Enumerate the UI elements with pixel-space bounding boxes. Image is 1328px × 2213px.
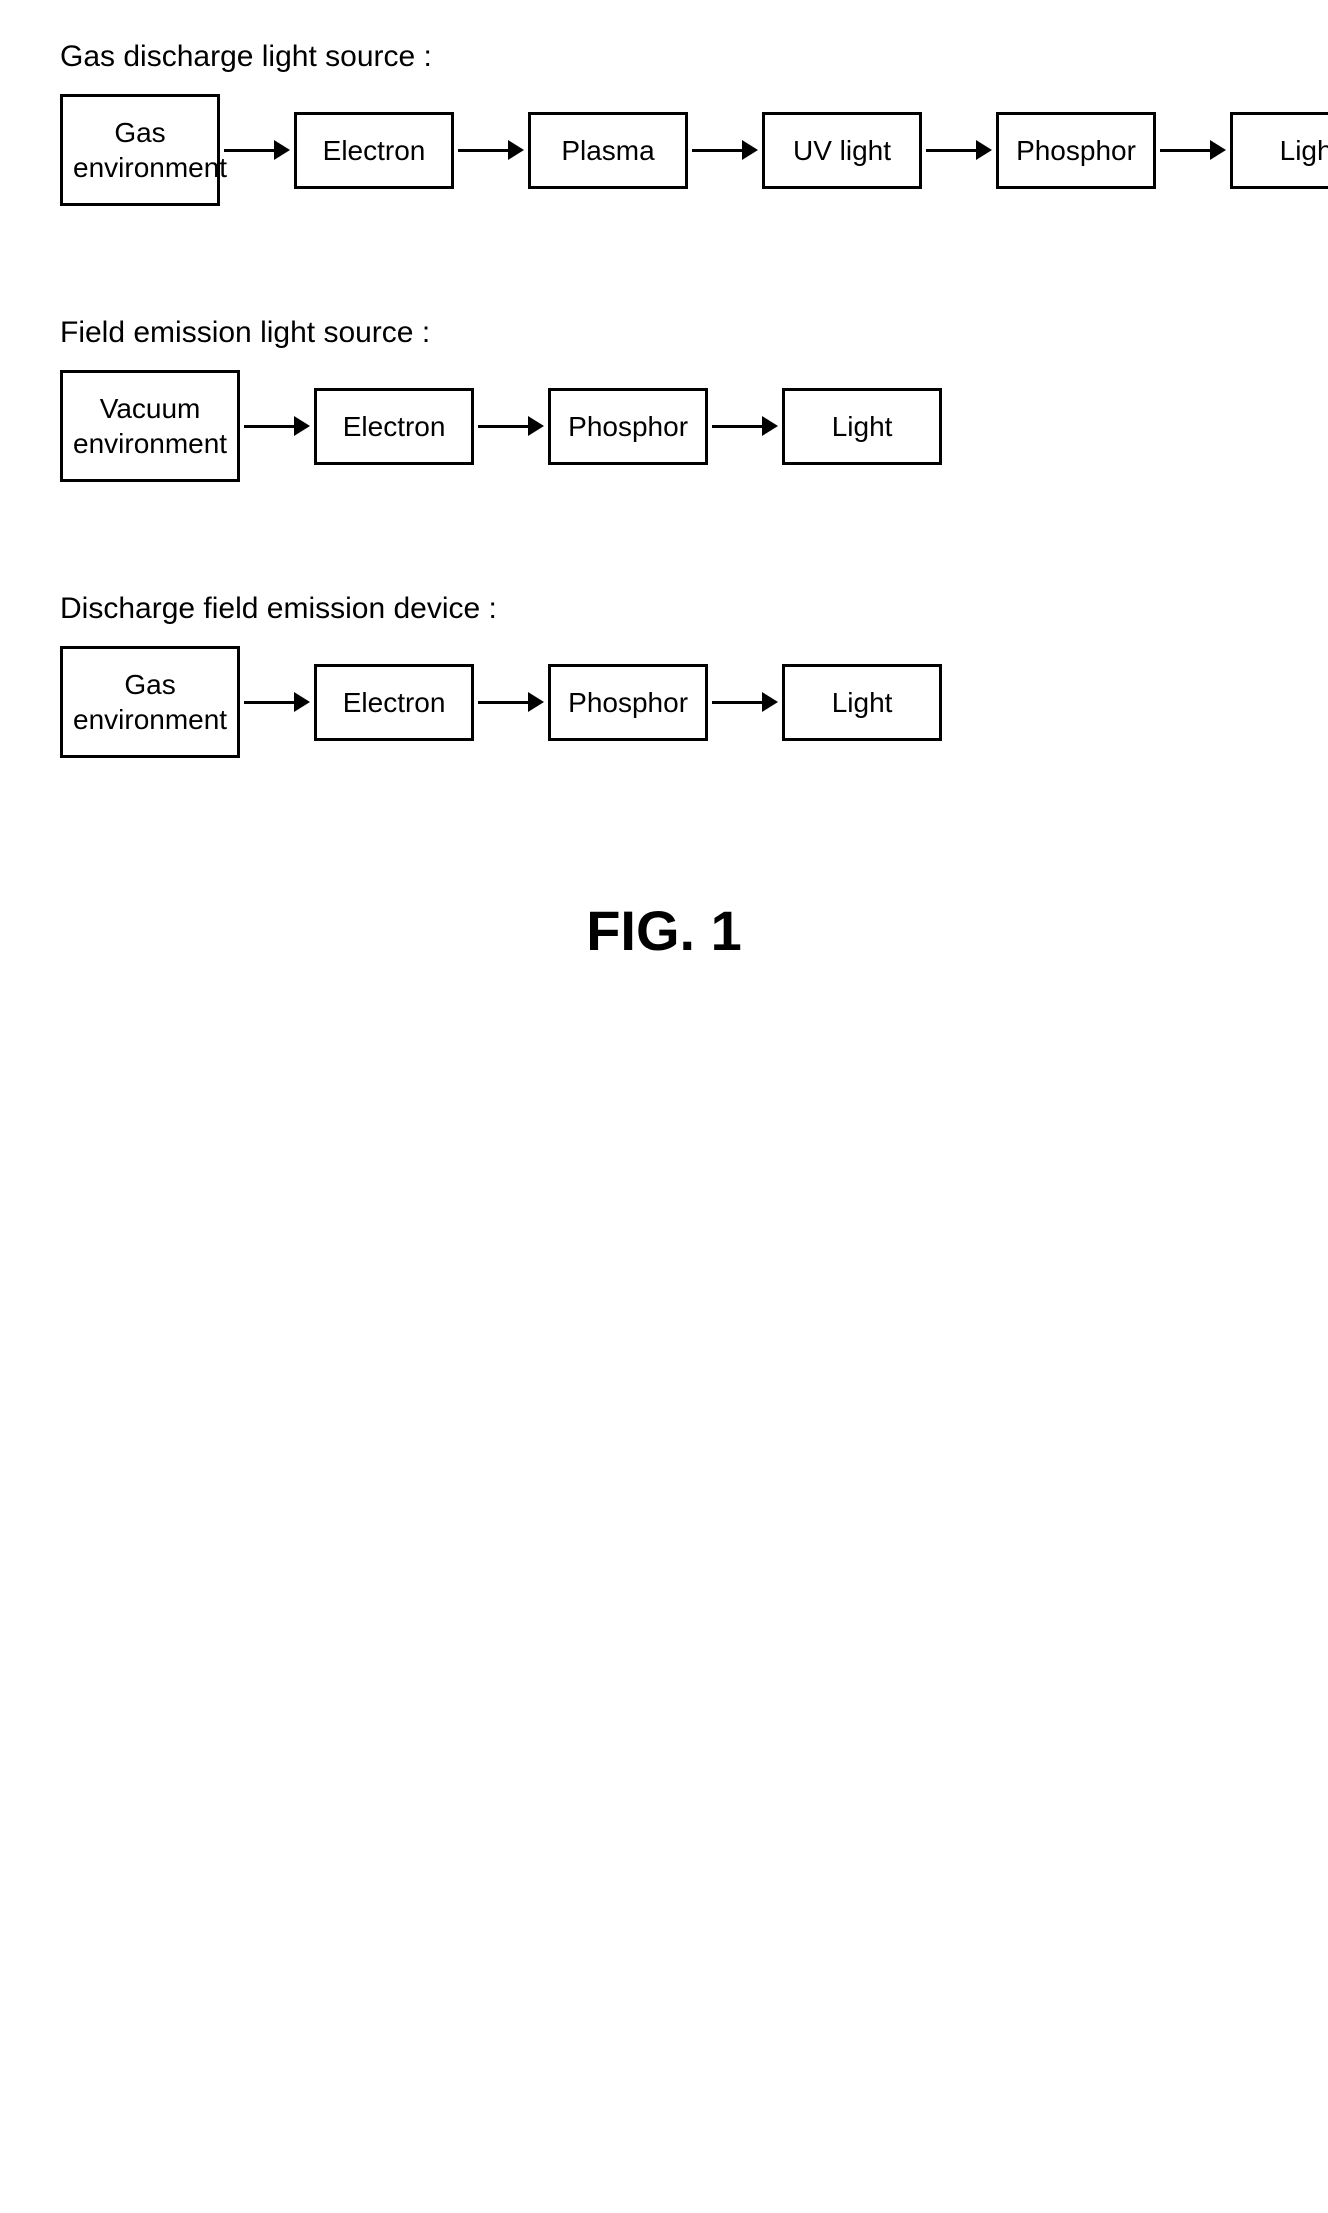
arrow-icon [1160, 140, 1226, 160]
flow-box: Plasma [528, 112, 688, 189]
flow-box: Light [782, 388, 942, 465]
flow: Gas environment Electron Plasma UV light Pho… [60, 94, 1268, 206]
flow-box: Phosphor [996, 112, 1156, 189]
flow-box: Light [782, 664, 942, 741]
flow-box: Light [1230, 112, 1328, 189]
row-label: Field emission light source : [60, 316, 1268, 350]
row-label: Discharge field emission device : [60, 592, 1268, 626]
arrow-icon [224, 140, 290, 160]
arrow-icon [712, 416, 778, 436]
diagram-container: Gas discharge light source : Gas environm… [60, 40, 1268, 758]
flow-box: Phosphor [548, 664, 708, 741]
flow-box: Electron [294, 112, 454, 189]
flow: Vacuum environment Electron Phosphor Light [60, 370, 1268, 482]
flow-row: Discharge field emission device : Gas env… [60, 592, 1268, 758]
figure-caption: FIG. 1 [60, 898, 1268, 963]
arrow-icon [478, 416, 544, 436]
arrow-icon [244, 416, 310, 436]
flow: Gas environment Electron Phosphor Light [60, 646, 1268, 758]
flow-box: Gas environment [60, 94, 220, 206]
arrow-icon [692, 140, 758, 160]
flow-box: Phosphor [548, 388, 708, 465]
flow-box: Electron [314, 664, 474, 741]
arrow-icon [926, 140, 992, 160]
arrow-icon [458, 140, 524, 160]
flow-row: Field emission light source : Vacuum envi… [60, 316, 1268, 482]
flow-box: Gas environment [60, 646, 240, 758]
flow-box: Vacuum environment [60, 370, 240, 482]
flow-box: Electron [314, 388, 474, 465]
row-label: Gas discharge light source : [60, 40, 1268, 74]
arrow-icon [712, 692, 778, 712]
flow-row: Gas discharge light source : Gas environm… [60, 40, 1268, 206]
arrow-icon [244, 692, 310, 712]
flow-box: UV light [762, 112, 922, 189]
arrow-icon [478, 692, 544, 712]
